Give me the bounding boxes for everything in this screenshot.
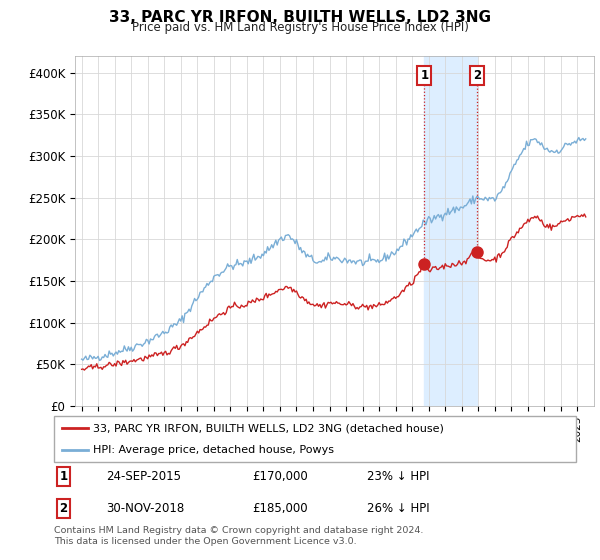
Text: £170,000: £170,000 — [253, 470, 308, 483]
Text: HPI: Average price, detached house, Powys: HPI: Average price, detached house, Powy… — [93, 445, 334, 455]
Text: 1: 1 — [59, 470, 67, 483]
Text: Contains HM Land Registry data © Crown copyright and database right 2024.
This d: Contains HM Land Registry data © Crown c… — [54, 526, 424, 546]
Text: 23% ↓ HPI: 23% ↓ HPI — [367, 470, 430, 483]
Text: 2: 2 — [59, 502, 67, 515]
FancyBboxPatch shape — [54, 416, 576, 462]
Bar — [424, 56, 477, 406]
Text: 30-NOV-2018: 30-NOV-2018 — [106, 502, 184, 515]
Text: 24-SEP-2015: 24-SEP-2015 — [106, 470, 181, 483]
Text: 2: 2 — [473, 69, 481, 82]
Text: 1: 1 — [420, 69, 428, 82]
Text: 33, PARC YR IRFON, BUILTH WELLS, LD2 3NG: 33, PARC YR IRFON, BUILTH WELLS, LD2 3NG — [109, 10, 491, 25]
Text: 26% ↓ HPI: 26% ↓ HPI — [367, 502, 430, 515]
Text: £185,000: £185,000 — [253, 502, 308, 515]
Text: 33, PARC YR IRFON, BUILTH WELLS, LD2 3NG (detached house): 33, PARC YR IRFON, BUILTH WELLS, LD2 3NG… — [93, 423, 444, 433]
Text: Price paid vs. HM Land Registry's House Price Index (HPI): Price paid vs. HM Land Registry's House … — [131, 21, 469, 34]
